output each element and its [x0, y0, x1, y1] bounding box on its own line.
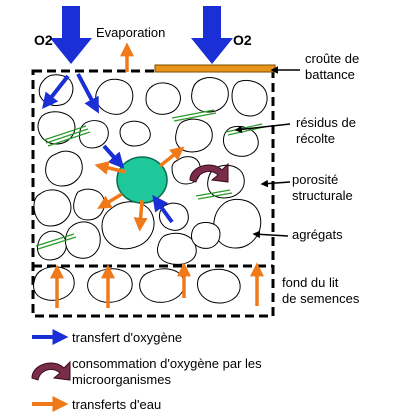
- seedbed-label-line1: fond du lit: [282, 275, 339, 290]
- crust-label-line2: battance: [305, 67, 355, 82]
- oxygen-transfer-arrows: [42, 73, 174, 224]
- aggregate: [145, 82, 181, 115]
- crust-label-line1: croûte de: [305, 51, 360, 66]
- aggregate: [37, 230, 67, 261]
- aggregate: [101, 201, 155, 250]
- aggregate: [175, 118, 213, 153]
- soil-box: [31, 69, 275, 318]
- seedbed-label-line2: de semences: [282, 291, 360, 306]
- legend-consumption-icon: [31, 360, 71, 381]
- aggregate: [191, 77, 229, 113]
- aggregate: [33, 266, 75, 301]
- aggregate: [95, 78, 134, 115]
- aggregate: [65, 221, 101, 259]
- o2-input-arrows: [50, 6, 233, 64]
- aggregates-label: agrégats: [292, 227, 343, 242]
- legend-oxygen-text: transfert d'oxygène: [72, 330, 183, 345]
- residue-label-line1: résidus de: [296, 115, 356, 130]
- crust-bar: [154, 64, 276, 73]
- aggregate: [197, 268, 241, 304]
- label-leaders: [234, 66, 300, 239]
- aggregate: [45, 150, 83, 187]
- aggregate: [231, 79, 268, 117]
- porosity-label-line2: structurale: [292, 188, 353, 203]
- legend-consumption-text-line2: microorganismes: [72, 372, 171, 387]
- aggregate: [213, 198, 262, 249]
- oxygen-consumption-arrow: [189, 162, 229, 183]
- aggregate: [191, 221, 221, 249]
- aggregate: [87, 268, 133, 303]
- residue-label-line2: récolte: [296, 131, 336, 146]
- aggregate: [33, 189, 72, 227]
- legend-water-text: transferts d'eau: [72, 397, 162, 412]
- o2-right-label: O2: [233, 32, 252, 48]
- aggregate: [157, 232, 197, 265]
- microorganism-blob: [116, 156, 168, 204]
- aggregate: [79, 120, 109, 149]
- aggregate: [73, 188, 105, 221]
- o2-arrow-right: [191, 6, 233, 64]
- water-transfer-arrows: [50, 42, 264, 308]
- porosity-label-line1: porosité: [292, 172, 339, 187]
- aggregate: [139, 268, 185, 303]
- o2-left-label: O2: [34, 32, 53, 48]
- crop-residues: [35, 109, 265, 250]
- legend-consumption-text-line1: consommation d'oxygène par les: [72, 356, 262, 371]
- aggregate: [159, 202, 189, 231]
- o2-arrow-left: [50, 6, 92, 64]
- evaporation-label: Evaporation: [96, 25, 166, 40]
- aggregate: [119, 120, 151, 147]
- aggregates: [33, 74, 268, 304]
